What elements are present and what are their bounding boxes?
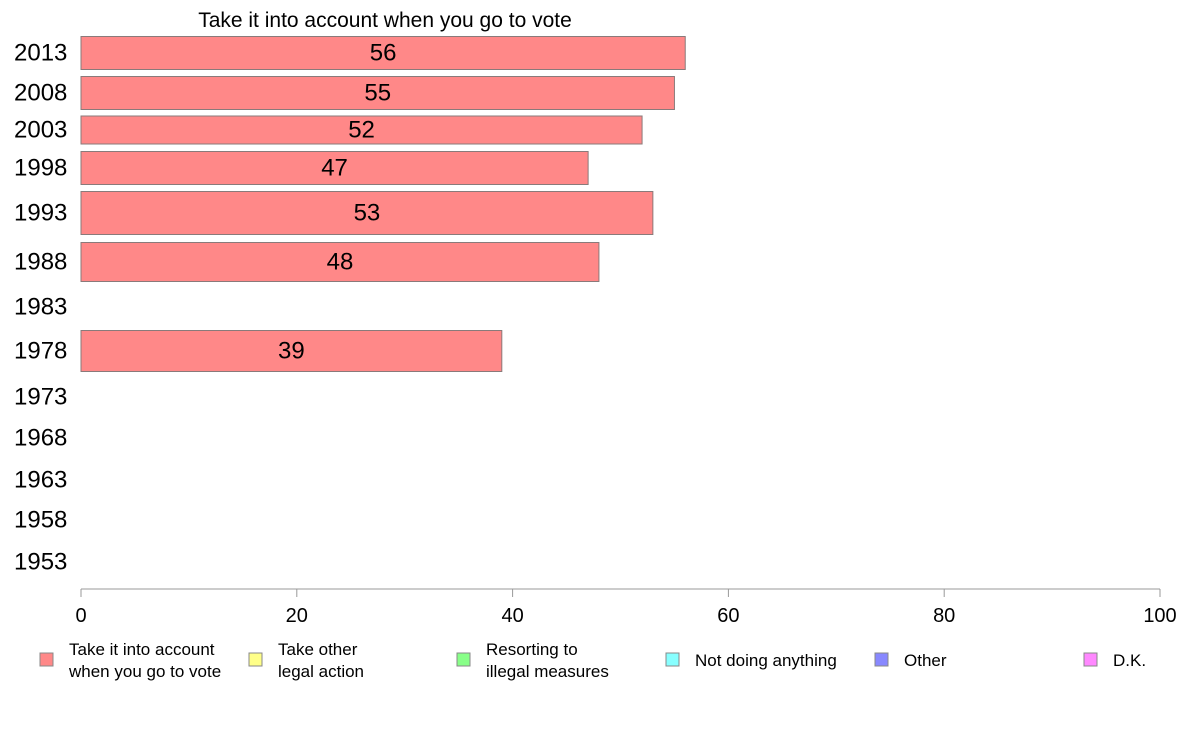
bar-value-label-1993: 53 bbox=[354, 199, 381, 226]
category-label-1983: 1983 bbox=[14, 293, 67, 320]
legend-item-5: D.K. bbox=[1083, 651, 1146, 670]
category-label-2008: 2008 bbox=[14, 79, 67, 106]
x-tick-label-100: 100 bbox=[1143, 605, 1176, 627]
x-tick-label-80: 80 bbox=[933, 605, 955, 627]
legend-label: illegal measures bbox=[486, 662, 609, 681]
legend-swatch bbox=[1083, 652, 1098, 667]
bar-value-label-1978: 39 bbox=[278, 337, 305, 364]
legend-label: Resorting to bbox=[486, 640, 578, 659]
legend-label: Other bbox=[904, 651, 947, 670]
category-label-1958: 1958 bbox=[14, 506, 67, 533]
category-label-1988: 1988 bbox=[14, 248, 67, 275]
legend-label: Take other bbox=[278, 640, 358, 659]
bar-1988 bbox=[80, 242, 600, 282]
x-tick-label-20: 20 bbox=[286, 605, 308, 627]
bar-value-label-2008: 55 bbox=[364, 79, 391, 106]
category-label-2013: 2013 bbox=[14, 39, 67, 66]
bar-1993 bbox=[80, 191, 654, 235]
bar-value-label-1998: 47 bbox=[321, 154, 348, 181]
bar-1998 bbox=[80, 151, 589, 185]
bar-2008 bbox=[80, 76, 675, 110]
bar-value-label-1988: 48 bbox=[327, 248, 354, 275]
category-label-1993: 1993 bbox=[14, 199, 67, 226]
category-label-1953: 1953 bbox=[14, 548, 67, 575]
legend-swatch bbox=[456, 652, 471, 667]
x-tick-label-60: 60 bbox=[717, 605, 739, 627]
legend-label: legal action bbox=[278, 662, 364, 681]
legend-item-1: Take other legal action bbox=[248, 640, 364, 681]
x-tick-label-40: 40 bbox=[501, 605, 523, 627]
legend-swatch bbox=[874, 652, 889, 667]
category-label-1968: 1968 bbox=[14, 424, 67, 451]
legend-swatch bbox=[665, 652, 680, 667]
category-label-2003: 2003 bbox=[14, 116, 67, 143]
legend-label: when you go to vote bbox=[68, 662, 221, 681]
legend-item-3: Not doing anything bbox=[665, 651, 837, 670]
category-label-1973: 1973 bbox=[14, 383, 67, 410]
category-label-1963: 1963 bbox=[14, 466, 67, 493]
chart-title: Take it into account when you go to vote bbox=[198, 9, 572, 32]
bar-1978 bbox=[80, 330, 503, 372]
legend-swatch bbox=[248, 652, 263, 667]
bar-value-label-2013: 56 bbox=[370, 39, 397, 66]
category-labels: 2013 2008 2003 1998 1993 1988 1983 1978 1973 1968… bbox=[14, 39, 67, 575]
legend-swatch bbox=[39, 652, 54, 667]
legend-label: D.K. bbox=[1113, 651, 1146, 670]
bar-value-label-2003: 52 bbox=[348, 116, 375, 143]
x-axis: 0 20 40 60 80 100 bbox=[75, 588, 1177, 627]
legend-item-2: Resorting to illegal measures bbox=[456, 640, 609, 681]
category-label-1978: 1978 bbox=[14, 337, 67, 364]
bar-2013 bbox=[80, 36, 686, 70]
legend-item-4: Other bbox=[874, 651, 947, 670]
legend-item-0: Take it into account when you go to vote bbox=[39, 640, 221, 681]
legend-label: Not doing anything bbox=[695, 651, 837, 670]
legend-label: Take it into account bbox=[69, 640, 215, 659]
category-label-1998: 1998 bbox=[14, 154, 67, 181]
bar-2003 bbox=[80, 115, 643, 145]
x-tick-label-0: 0 bbox=[75, 605, 86, 627]
